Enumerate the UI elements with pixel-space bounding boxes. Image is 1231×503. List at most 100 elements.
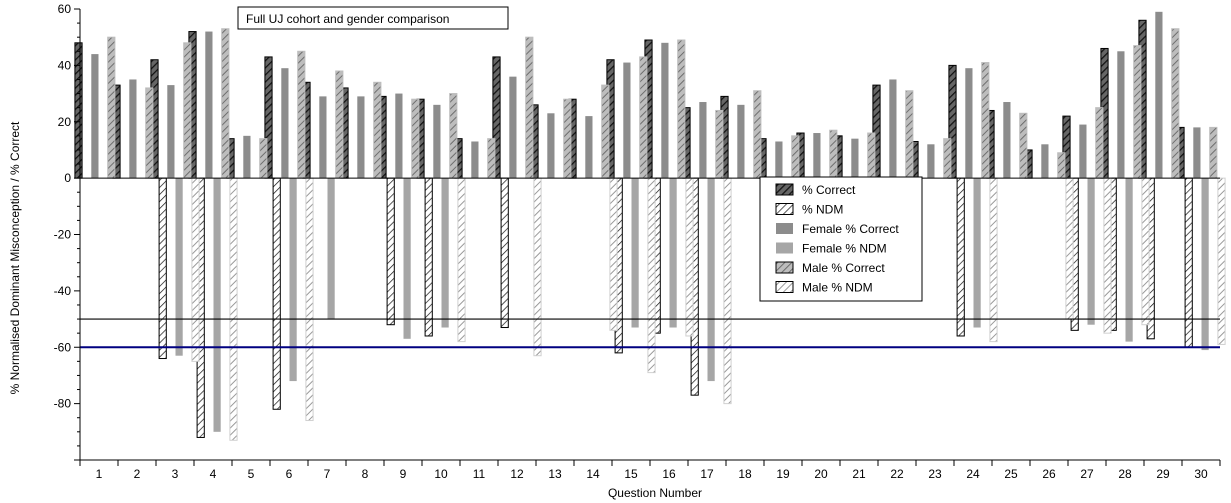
x-tick-label-q20: 20 <box>814 467 828 481</box>
legend-swatch <box>775 183 794 196</box>
bar-female-correct-q28 <box>1117 51 1125 179</box>
x-axis-title: Question Number <box>608 486 702 500</box>
bar-male-correct-q15 <box>639 56 648 179</box>
bar-male-correct-q13 <box>563 98 572 179</box>
bar-female-correct-q18 <box>737 104 745 179</box>
x-tick-label-q21: 21 <box>852 467 866 481</box>
bar-male-ndm-q27 <box>1103 177 1112 334</box>
bar-female-correct-q15 <box>623 62 631 179</box>
bar-female-correct-q2 <box>129 79 137 179</box>
x-tick-labels: 1 2 3 4 5 6 7 8 9 10 11 12 13 14 15 16 17 18 19 20 21 22 23 24 2… <box>96 467 1208 481</box>
bar-female-ndm-q3 <box>175 178 183 356</box>
bar-male-correct-q3 <box>183 42 192 179</box>
bar-male-correct-q18 <box>753 90 762 179</box>
bar-female-correct-q9 <box>395 93 403 179</box>
bar-male-correct-q11 <box>487 138 496 179</box>
bar-male-ndm-q3 <box>191 177 200 362</box>
bar-female-ndm-q4 <box>213 178 221 432</box>
bar-female-correct-q19 <box>775 141 783 179</box>
bar-ndm-q30 <box>1184 177 1193 348</box>
bar-male-ndm-q12 <box>533 177 542 357</box>
bar-male-correct-q26 <box>1057 152 1066 179</box>
x-tick-label-q3: 3 <box>172 467 179 481</box>
y-tick-label: -80 <box>54 397 72 411</box>
bar-female-correct-q1 <box>91 54 99 179</box>
bar-male-ndm-q26 <box>1065 177 1074 320</box>
x-tick-label-q6: 6 <box>286 467 293 481</box>
x-tick-label-q17: 17 <box>700 467 714 481</box>
y-axis-title: % Normalised Dominant Misconception / % … <box>8 121 22 394</box>
x-tick-label-q29: 29 <box>1156 467 1170 481</box>
bar-correct-q1 <box>74 42 83 179</box>
y-tick-label: -20 <box>54 228 72 242</box>
bar-male-correct-q23 <box>943 138 952 179</box>
bar-female-correct-q26 <box>1041 144 1049 179</box>
bars-layer <box>74 11 1226 441</box>
bar-male-correct-q6 <box>297 50 306 179</box>
bar-male-correct-q9 <box>411 98 420 179</box>
y-tick-label: 60 <box>58 2 72 16</box>
x-tick-label-q18: 18 <box>738 467 752 481</box>
bar-female-correct-q3 <box>167 85 175 179</box>
y-tick-labels: -80 -60 -40 -20 0 20 40 60 <box>54 2 72 411</box>
bar-female-correct-q21 <box>851 138 859 179</box>
bar-male-correct-q12 <box>525 36 534 179</box>
bar-female-correct-q4 <box>205 31 213 179</box>
x-tick-label-q2: 2 <box>134 467 141 481</box>
bar-female-correct-q30 <box>1193 127 1201 179</box>
bar-female-correct-q11 <box>471 141 479 179</box>
x-tick-label-q30: 30 <box>1194 467 1208 481</box>
bar-male-correct-q27 <box>1095 107 1104 179</box>
bar-female-correct-q13 <box>547 113 555 179</box>
x-tick-label-q9: 9 <box>400 467 407 481</box>
x-tick-label-q14: 14 <box>586 467 600 481</box>
bar-male-correct-q10 <box>449 93 458 179</box>
bar-ndm-q12 <box>500 177 509 329</box>
legend: % Correct % NDM Female % Correct Female % N… <box>759 176 923 302</box>
bar-female-correct-q20 <box>813 133 821 179</box>
x-tick-label-q16: 16 <box>662 467 676 481</box>
bar-ndm-q9 <box>386 177 395 326</box>
x-tick-label-q8: 8 <box>362 467 369 481</box>
bar-female-correct-q12 <box>509 76 517 179</box>
bar-male-correct-q20 <box>829 129 838 179</box>
bar-female-correct-q17 <box>699 102 707 179</box>
bar-female-ndm-q28 <box>1125 178 1133 342</box>
bar-ndm-q6 <box>272 177 281 410</box>
legend-label: Female % NDM <box>802 242 887 256</box>
x-tick-label-q26: 26 <box>1042 467 1056 481</box>
x-tick-label-q24: 24 <box>966 467 980 481</box>
legend-label: Male % NDM <box>802 281 873 295</box>
legend-swatch <box>776 242 793 254</box>
bar-ndm-q24 <box>956 177 965 337</box>
legend-swatch <box>775 261 794 274</box>
y-tick-label: -40 <box>54 284 72 298</box>
bar-female-ndm-q24 <box>973 178 981 328</box>
legend-label: Male % Correct <box>802 261 885 275</box>
x-tick-label-q19: 19 <box>776 467 790 481</box>
x-tick-label-q7: 7 <box>324 467 331 481</box>
legend-label: Female % Correct <box>802 222 899 236</box>
x-tick-label-q1: 1 <box>96 467 103 481</box>
bar-female-correct-q5 <box>243 135 251 179</box>
bar-male-correct-q2 <box>145 87 154 179</box>
bar-female-correct-q6 <box>281 68 289 179</box>
legend-swatch <box>775 203 794 215</box>
y-tick-label: 20 <box>58 115 72 129</box>
chart-title: Full UJ cohort and gender comparison <box>246 12 449 26</box>
x-tick-label-q22: 22 <box>890 467 904 481</box>
bar-female-correct-q10 <box>433 104 441 179</box>
bar-male-correct-q7 <box>335 70 344 179</box>
legend-swatch <box>775 281 794 293</box>
bar-female-correct-q25 <box>1003 102 1011 179</box>
bar-ndm-q3 <box>158 177 167 360</box>
bar-female-ndm-q10 <box>441 178 449 328</box>
x-tick-label-q25: 25 <box>1004 467 1018 481</box>
bar-female-ndm-q27 <box>1087 178 1095 325</box>
x-tick-label-q11: 11 <box>473 467 486 481</box>
bar-female-ndm-q17 <box>707 178 715 382</box>
bar-male-ndm-q4 <box>229 177 238 441</box>
bar-male-ndm-q16 <box>685 177 694 337</box>
x-tick-label-q28: 28 <box>1118 467 1132 481</box>
